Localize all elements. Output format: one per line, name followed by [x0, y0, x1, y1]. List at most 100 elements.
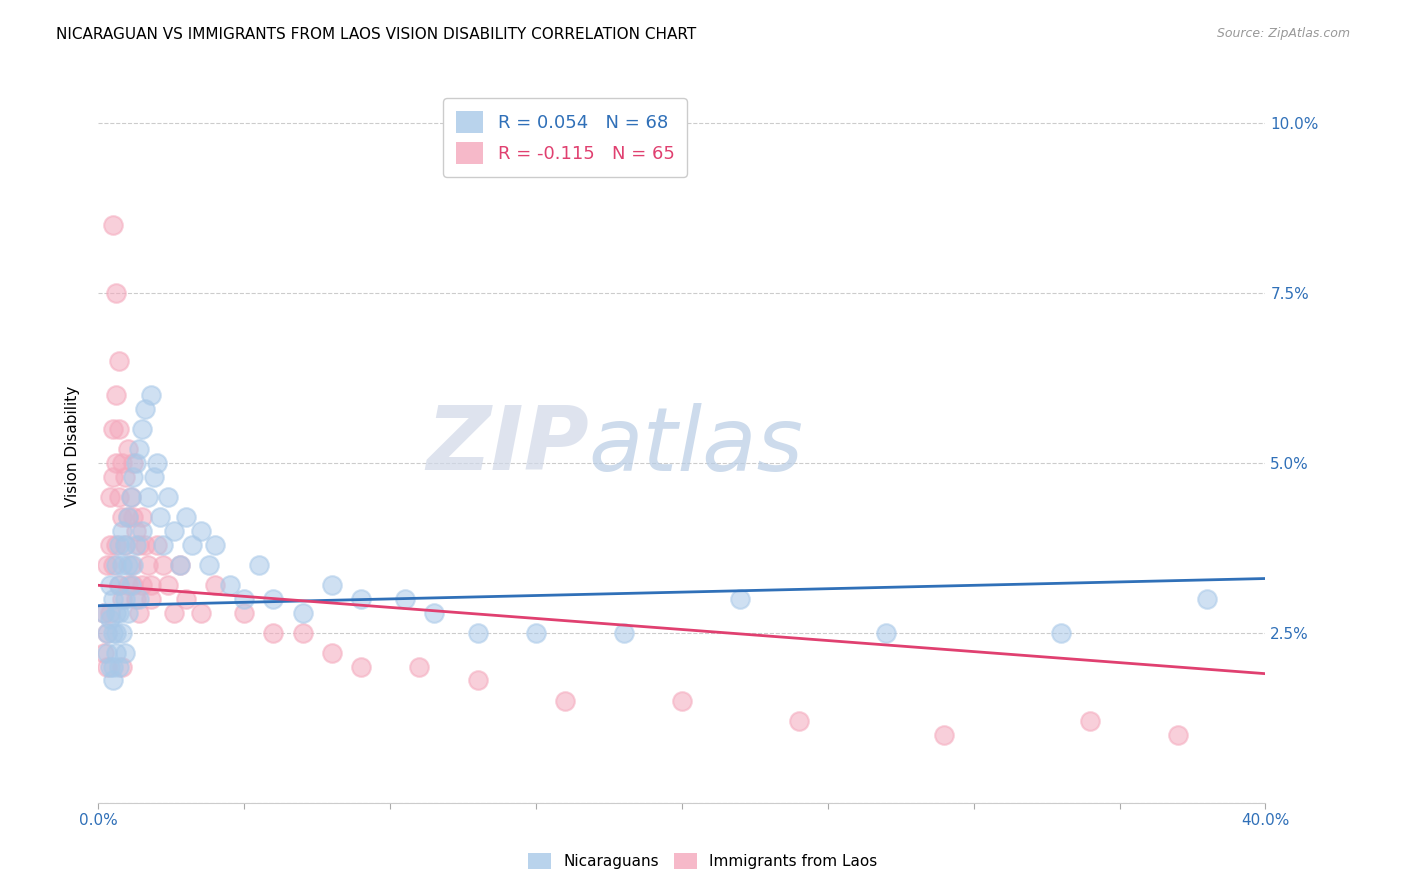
Point — [233, 606, 256, 620]
Point — [350, 660, 373, 674]
Text: NICARAGUAN VS IMMIGRANTS FROM LAOS VISION DISABILITY CORRELATION CHART: NICARAGUAN VS IMMIGRANTS FROM LAOS VISIO… — [56, 27, 696, 42]
Point — [134, 401, 156, 416]
Point — [111, 456, 134, 470]
Point — [408, 660, 430, 674]
Point — [108, 606, 131, 620]
Point — [108, 578, 131, 592]
Point — [169, 558, 191, 572]
Point — [128, 442, 150, 457]
Point — [136, 490, 159, 504]
Point — [96, 558, 118, 572]
Point — [108, 354, 131, 368]
Point — [174, 591, 197, 606]
Point — [131, 524, 153, 538]
Point — [394, 591, 416, 606]
Text: Source: ZipAtlas.com: Source: ZipAtlas.com — [1216, 27, 1350, 40]
Point — [93, 606, 115, 620]
Point — [134, 537, 156, 551]
Point — [96, 660, 118, 674]
Point — [111, 524, 134, 538]
Point — [671, 694, 693, 708]
Point — [204, 578, 226, 592]
Point — [131, 510, 153, 524]
Point — [467, 626, 489, 640]
Point — [108, 422, 131, 436]
Point — [1195, 591, 1218, 606]
Point — [101, 673, 124, 688]
Point — [111, 660, 134, 674]
Point — [149, 510, 172, 524]
Point — [247, 558, 270, 572]
Point — [125, 524, 148, 538]
Point — [120, 490, 142, 504]
Point — [128, 591, 150, 606]
Point — [139, 388, 162, 402]
Point — [146, 537, 169, 551]
Point — [131, 578, 153, 592]
Point — [117, 510, 139, 524]
Point — [111, 626, 134, 640]
Point — [98, 612, 121, 626]
Point — [174, 510, 197, 524]
Point — [98, 660, 121, 674]
Point — [101, 626, 124, 640]
Point — [163, 606, 186, 620]
Point — [117, 578, 139, 592]
Point — [96, 646, 118, 660]
Point — [190, 606, 212, 620]
Point — [101, 469, 124, 483]
Point — [117, 442, 139, 457]
Point — [142, 469, 165, 483]
Point — [350, 591, 373, 606]
Point — [117, 606, 139, 620]
Point — [93, 646, 115, 660]
Point — [122, 558, 145, 572]
Point — [108, 537, 131, 551]
Point — [122, 456, 145, 470]
Point — [114, 469, 136, 483]
Point — [101, 591, 124, 606]
Point — [291, 626, 314, 640]
Point — [157, 490, 180, 504]
Point — [98, 578, 121, 592]
Point — [1050, 626, 1073, 640]
Point — [98, 606, 121, 620]
Point — [120, 558, 142, 572]
Point — [152, 537, 174, 551]
Point — [108, 660, 131, 674]
Point — [104, 537, 127, 551]
Point — [467, 673, 489, 688]
Point — [122, 469, 145, 483]
Point — [612, 626, 634, 640]
Point — [204, 537, 226, 551]
Point — [114, 537, 136, 551]
Point — [1080, 714, 1102, 729]
Point — [131, 422, 153, 436]
Point — [554, 694, 576, 708]
Point — [875, 626, 897, 640]
Point — [233, 591, 256, 606]
Point — [169, 558, 191, 572]
Point — [136, 558, 159, 572]
Point — [934, 728, 956, 742]
Point — [524, 626, 547, 640]
Y-axis label: Vision Disability: Vision Disability — [65, 385, 80, 507]
Point — [98, 490, 121, 504]
Point — [321, 578, 343, 592]
Point — [120, 490, 142, 504]
Point — [122, 578, 145, 592]
Point — [101, 218, 124, 232]
Point — [728, 591, 751, 606]
Point — [93, 606, 115, 620]
Point — [139, 578, 162, 592]
Point — [101, 558, 124, 572]
Point — [218, 578, 240, 592]
Point — [262, 591, 284, 606]
Point — [96, 626, 118, 640]
Point — [125, 456, 148, 470]
Point — [190, 524, 212, 538]
Point — [262, 626, 284, 640]
Point — [139, 591, 162, 606]
Point — [111, 510, 134, 524]
Point — [125, 591, 148, 606]
